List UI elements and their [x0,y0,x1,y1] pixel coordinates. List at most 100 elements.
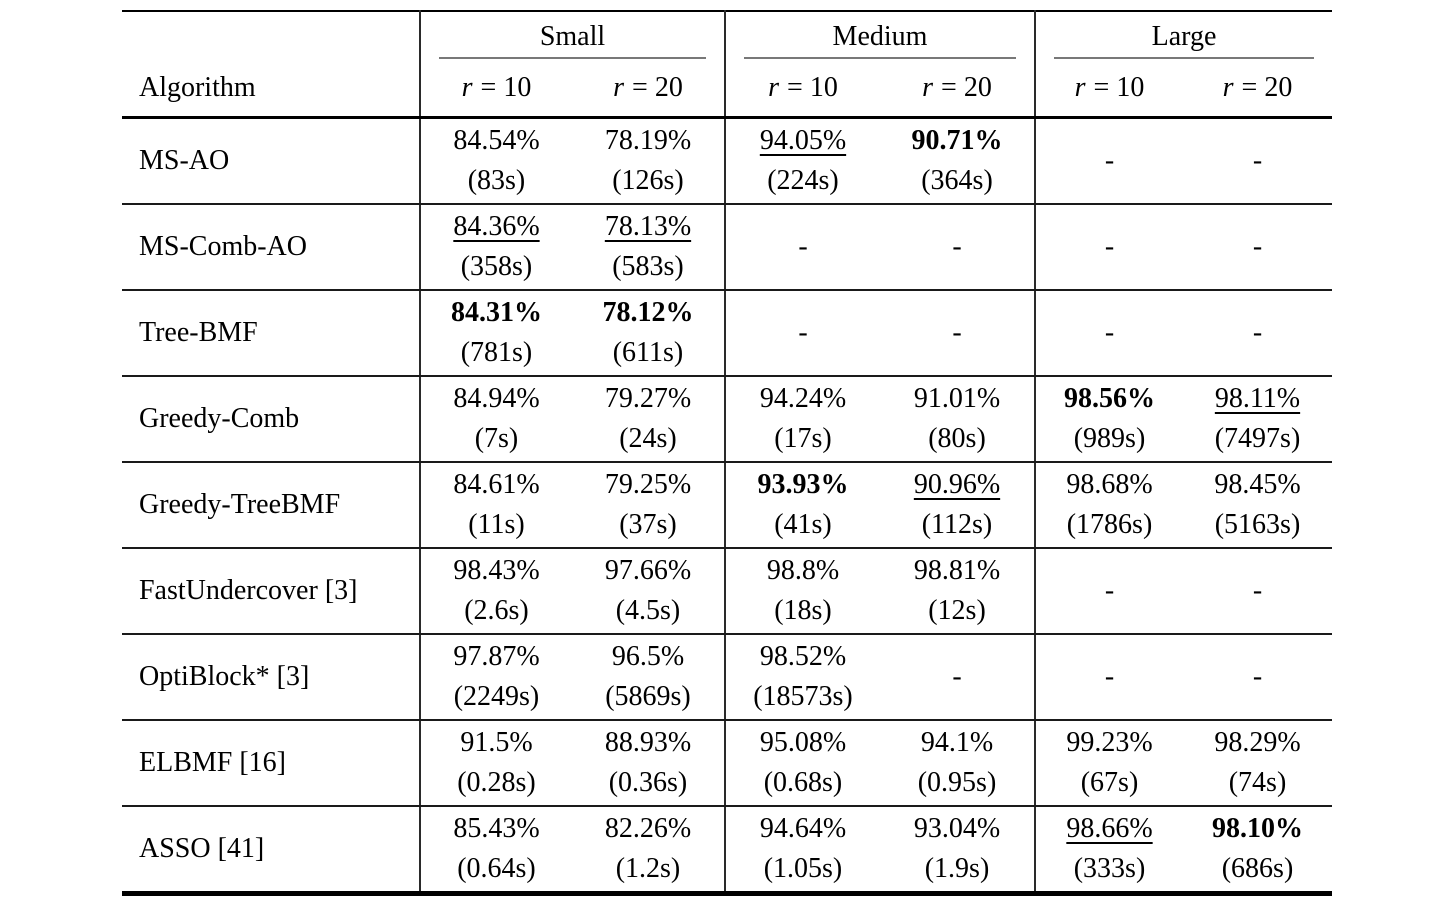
accuracy-value: 98.56% [1064,383,1155,414]
algorithm-column-header: Algorithm [121,59,421,119]
rank-var: r [461,71,473,103]
result-cell: - [1035,117,1183,205]
accuracy-value: 90.71% [911,125,1003,156]
result-cell: 82.26% (1.2s) [571,806,726,894]
runtime-value: (1.05s) [763,853,843,884]
accuracy-value: - [1104,145,1115,176]
col-group-label: Large [1151,21,1217,52]
accuracy-value: 98.45% [1214,469,1301,500]
result-cell: - [1183,117,1332,205]
rank-eq: = 20 [632,71,683,103]
result-cell: 84.54% (83s) [419,117,572,205]
algorithm-name: MS-AO [121,117,421,205]
result-cell: 78.19% (126s) [571,117,726,205]
accuracy-value: 93.93% [757,469,849,500]
result-cell: 90.96% (112s) [879,462,1037,549]
result-cell: 99.23% (67s) [1035,720,1183,807]
rank-header-small-r10: r = 10 [419,59,572,119]
runtime-value: (0.28s) [457,767,536,798]
result-cell: 98.52% (18573s) [724,634,880,721]
result-cell: 90.71% (364s) [879,117,1037,205]
runtime-value: (686s) [1221,853,1294,884]
runtime-value: (5869s) [605,681,691,712]
table-row: Greedy-TreeBMF 84.61% (11s) 79.25% (37s) 9… [121,462,1332,549]
col-group-large: Large [1035,11,1332,59]
runtime-value: (5163s) [1214,509,1301,540]
runtime-value: (17s) [774,423,832,454]
table-row: FastUndercover [3] 98.43% (2.6s) 97.66% (4… [121,548,1332,635]
runtime-value: (333s) [1073,853,1146,884]
result-cell: 91.01% (80s) [879,376,1037,463]
accuracy-value: - [1252,145,1263,176]
col-group-label: Small [539,21,606,52]
result-cell: 84.61% (11s) [419,462,572,549]
cmidrule [439,57,706,59]
result-cell: 84.94% (7s) [419,376,572,463]
cmidrule [1053,57,1315,59]
accuracy-value: 78.12% [602,297,694,328]
table-row: ASSO [41] 85.43% (0.64s) 82.26% (1.2s) 94.… [121,806,1332,894]
accuracy-value: 94.05% [759,125,847,156]
accuracy-value: 98.43% [453,555,540,586]
runtime-value: (18573s) [753,681,853,712]
accuracy-value: 98.29% [1214,727,1301,758]
result-cell: 78.13% (583s) [571,204,726,291]
runtime-value: (2249s) [453,681,540,712]
rank-var: r [1074,71,1086,103]
result-cell: - [1183,204,1332,291]
runtime-value: (74s) [1228,767,1287,798]
result-cell: - [1035,204,1183,291]
header-group-row: Small Medium Large [121,11,1332,59]
result-cell: 97.87% (2249s) [419,634,572,721]
accuracy-value: 84.61% [453,469,540,500]
runtime-value: (0.64s) [457,853,536,884]
runtime-value: (12s) [928,595,986,626]
cmidrule [744,57,1016,59]
runtime-value: (611s) [612,337,684,368]
accuracy-value: 84.94% [453,383,540,414]
accuracy-value: 94.1% [920,727,994,758]
rank-header-medium-r20: r = 20 [879,59,1037,119]
result-cell: - [1035,290,1183,377]
runtime-value: (18s) [774,595,832,626]
result-cell: 98.66% (333s) [1035,806,1183,894]
runtime-value: (358s) [460,251,533,282]
accuracy-value: - [1104,575,1115,606]
accuracy-value: 97.66% [604,555,692,586]
rank-eq: = 10 [1093,71,1145,103]
runtime-value: (0.36s) [608,767,688,798]
runtime-value: (2.6s) [464,595,529,626]
algorithm-name: ASSO [41] [121,806,421,894]
result-cell: 93.93% (41s) [724,462,880,549]
accuracy-value: 82.26% [604,813,692,844]
accuracy-value: - [1104,231,1115,262]
accuracy-value: - [1252,231,1263,262]
result-cell: - [879,204,1037,291]
result-cell: 98.56% (989s) [1035,376,1183,463]
result-cell: 98.81% (12s) [879,548,1037,635]
accuracy-value: 91.01% [913,383,1001,414]
accuracy-value: 90.96% [913,469,1001,500]
rank-header-large-r20: r = 20 [1183,59,1332,119]
result-cell: - [879,290,1037,377]
runtime-value: (11s) [468,509,525,540]
rank-eq: = 20 [1241,71,1293,103]
accuracy-value: - [952,661,962,692]
result-cell: 98.10% (686s) [1183,806,1332,894]
runtime-value: (0.95s) [917,767,997,798]
result-cell: - [1183,290,1332,377]
result-cell: - [1183,548,1332,635]
algorithm-name: Tree-BMF [121,290,421,377]
result-cell: 98.29% (74s) [1183,720,1332,807]
accuracy-value: 96.5% [611,641,685,672]
rank-eq: = 20 [941,71,992,103]
accuracy-value: - [952,231,962,262]
runtime-value: (83s) [467,165,526,196]
accuracy-value: 91.5% [460,727,533,758]
rank-var: r [922,71,934,103]
result-cell: 94.24% (17s) [724,376,880,463]
rank-header-large-r10: r = 10 [1035,59,1183,119]
result-cell: 93.04% (1.9s) [879,806,1037,894]
accuracy-value: 79.25% [604,469,692,500]
